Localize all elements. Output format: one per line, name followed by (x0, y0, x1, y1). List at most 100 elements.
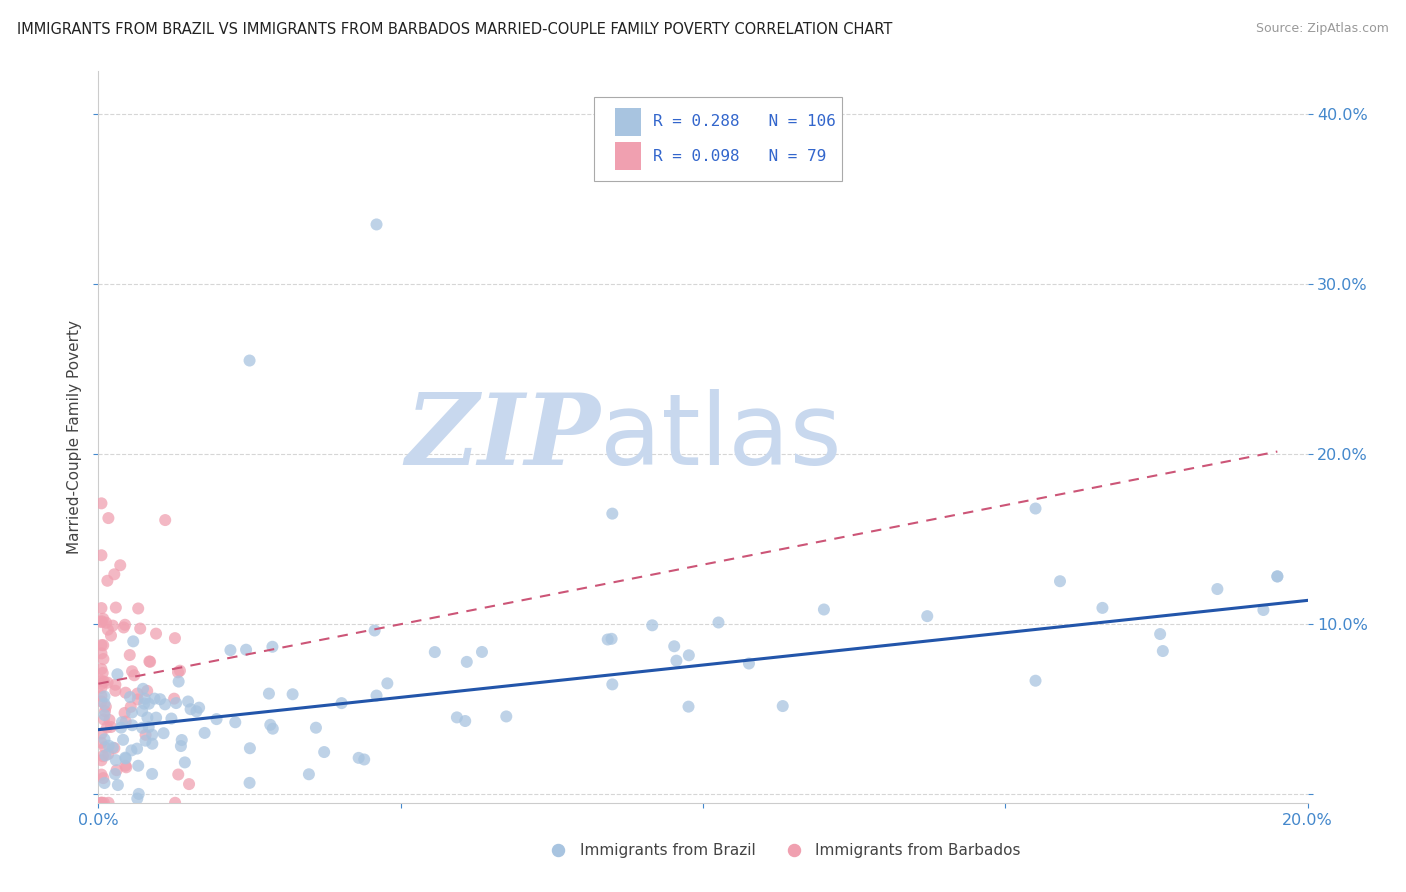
Point (678, 699, 700, 714)
Point (90, 753, 112, 767)
Point (262, 640, 284, 654)
Point (602, 677, 624, 691)
Point (94, 699, 117, 714)
Point (471, 645, 494, 659)
Point (129, 622, 152, 636)
Point (114, 706, 136, 720)
Point (94, 704, 117, 718)
Text: Immigrants from Brazil: Immigrants from Brazil (579, 843, 755, 858)
Point (127, 791, 149, 805)
Point (127, 692, 149, 706)
Point (194, 726, 217, 740)
Point (90, 796, 112, 810)
Point (602, 507, 624, 521)
Point (180, 702, 202, 716)
Text: R = 0.288   N = 106: R = 0.288 N = 106 (654, 114, 837, 129)
Point (145, 711, 167, 725)
Point (366, 689, 388, 703)
Point (97, 739, 120, 753)
Point (136, 710, 159, 724)
Point (186, 704, 208, 718)
Point (188, 700, 211, 714)
Point (93, 708, 115, 723)
Point (100, 629, 122, 643)
Point (1024, 501, 1046, 516)
Point (90, 615, 112, 629)
Point (100, 720, 122, 734)
Point (353, 752, 375, 766)
Point (122, 668, 145, 682)
Point (90, 673, 112, 688)
Bar (614, 108, 641, 136)
Point (103, 741, 125, 756)
Point (330, 696, 353, 710)
Point (97, 623, 120, 637)
Point (707, 615, 730, 630)
Point (112, 620, 135, 634)
Point (167, 674, 190, 689)
Point (170, 739, 193, 753)
Point (93, 776, 115, 790)
Point (114, 750, 136, 764)
Point (235, 642, 257, 657)
Point (239, 353, 262, 368)
Point (93, 652, 115, 666)
Point (136, 684, 159, 698)
Point (134, 697, 156, 711)
Point (813, 602, 835, 616)
Point (596, 632, 619, 647)
Point (125, 741, 148, 756)
Point (121, 718, 143, 732)
Point (446, 710, 468, 724)
Point (152, 726, 174, 740)
Point (495, 709, 517, 723)
Point (205, 712, 228, 726)
Point (143, 691, 166, 706)
Point (131, 704, 153, 718)
Point (90, 689, 112, 703)
Point (111, 715, 134, 730)
Point (104, 767, 127, 781)
Point (165, 796, 187, 810)
Point (90, 736, 112, 750)
Point (375, 676, 398, 690)
Point (363, 624, 385, 638)
Point (141, 737, 163, 751)
Point (239, 776, 262, 790)
Point (91, 749, 114, 764)
Point (134, 691, 156, 706)
Point (915, 609, 938, 624)
Point (600, 632, 623, 646)
Point (167, 767, 190, 781)
Point (132, 681, 155, 696)
Point (121, 665, 143, 679)
Text: IMMIGRANTS FROM BRAZIL VS IMMIGRANTS FROM BARBADOS MARRIED-COUPLE FAMILY POVERTY: IMMIGRANTS FROM BRAZIL VS IMMIGRANTS FRO… (17, 22, 893, 37)
Point (165, 696, 187, 710)
Point (120, 699, 142, 714)
Point (128, 787, 150, 801)
Point (169, 664, 191, 678)
Point (90, 646, 112, 660)
Point (122, 634, 145, 648)
Point (145, 626, 167, 640)
Point (1206, 582, 1229, 596)
Point (114, 686, 136, 700)
Point (131, 721, 153, 735)
Point (91, 771, 114, 785)
Point (91, 665, 114, 680)
Point (94, 748, 117, 763)
Point (90, 767, 112, 781)
Point (738, 657, 761, 671)
Point (93, 674, 115, 689)
Point (90, 496, 112, 510)
Point (259, 718, 281, 732)
Text: ZIP: ZIP (405, 389, 600, 485)
Point (90, 638, 112, 652)
Point (177, 694, 200, 708)
Point (153, 698, 176, 712)
Point (127, 687, 149, 701)
Point (90, 601, 112, 615)
Point (305, 721, 328, 735)
Point (347, 751, 370, 765)
Point (665, 654, 688, 668)
